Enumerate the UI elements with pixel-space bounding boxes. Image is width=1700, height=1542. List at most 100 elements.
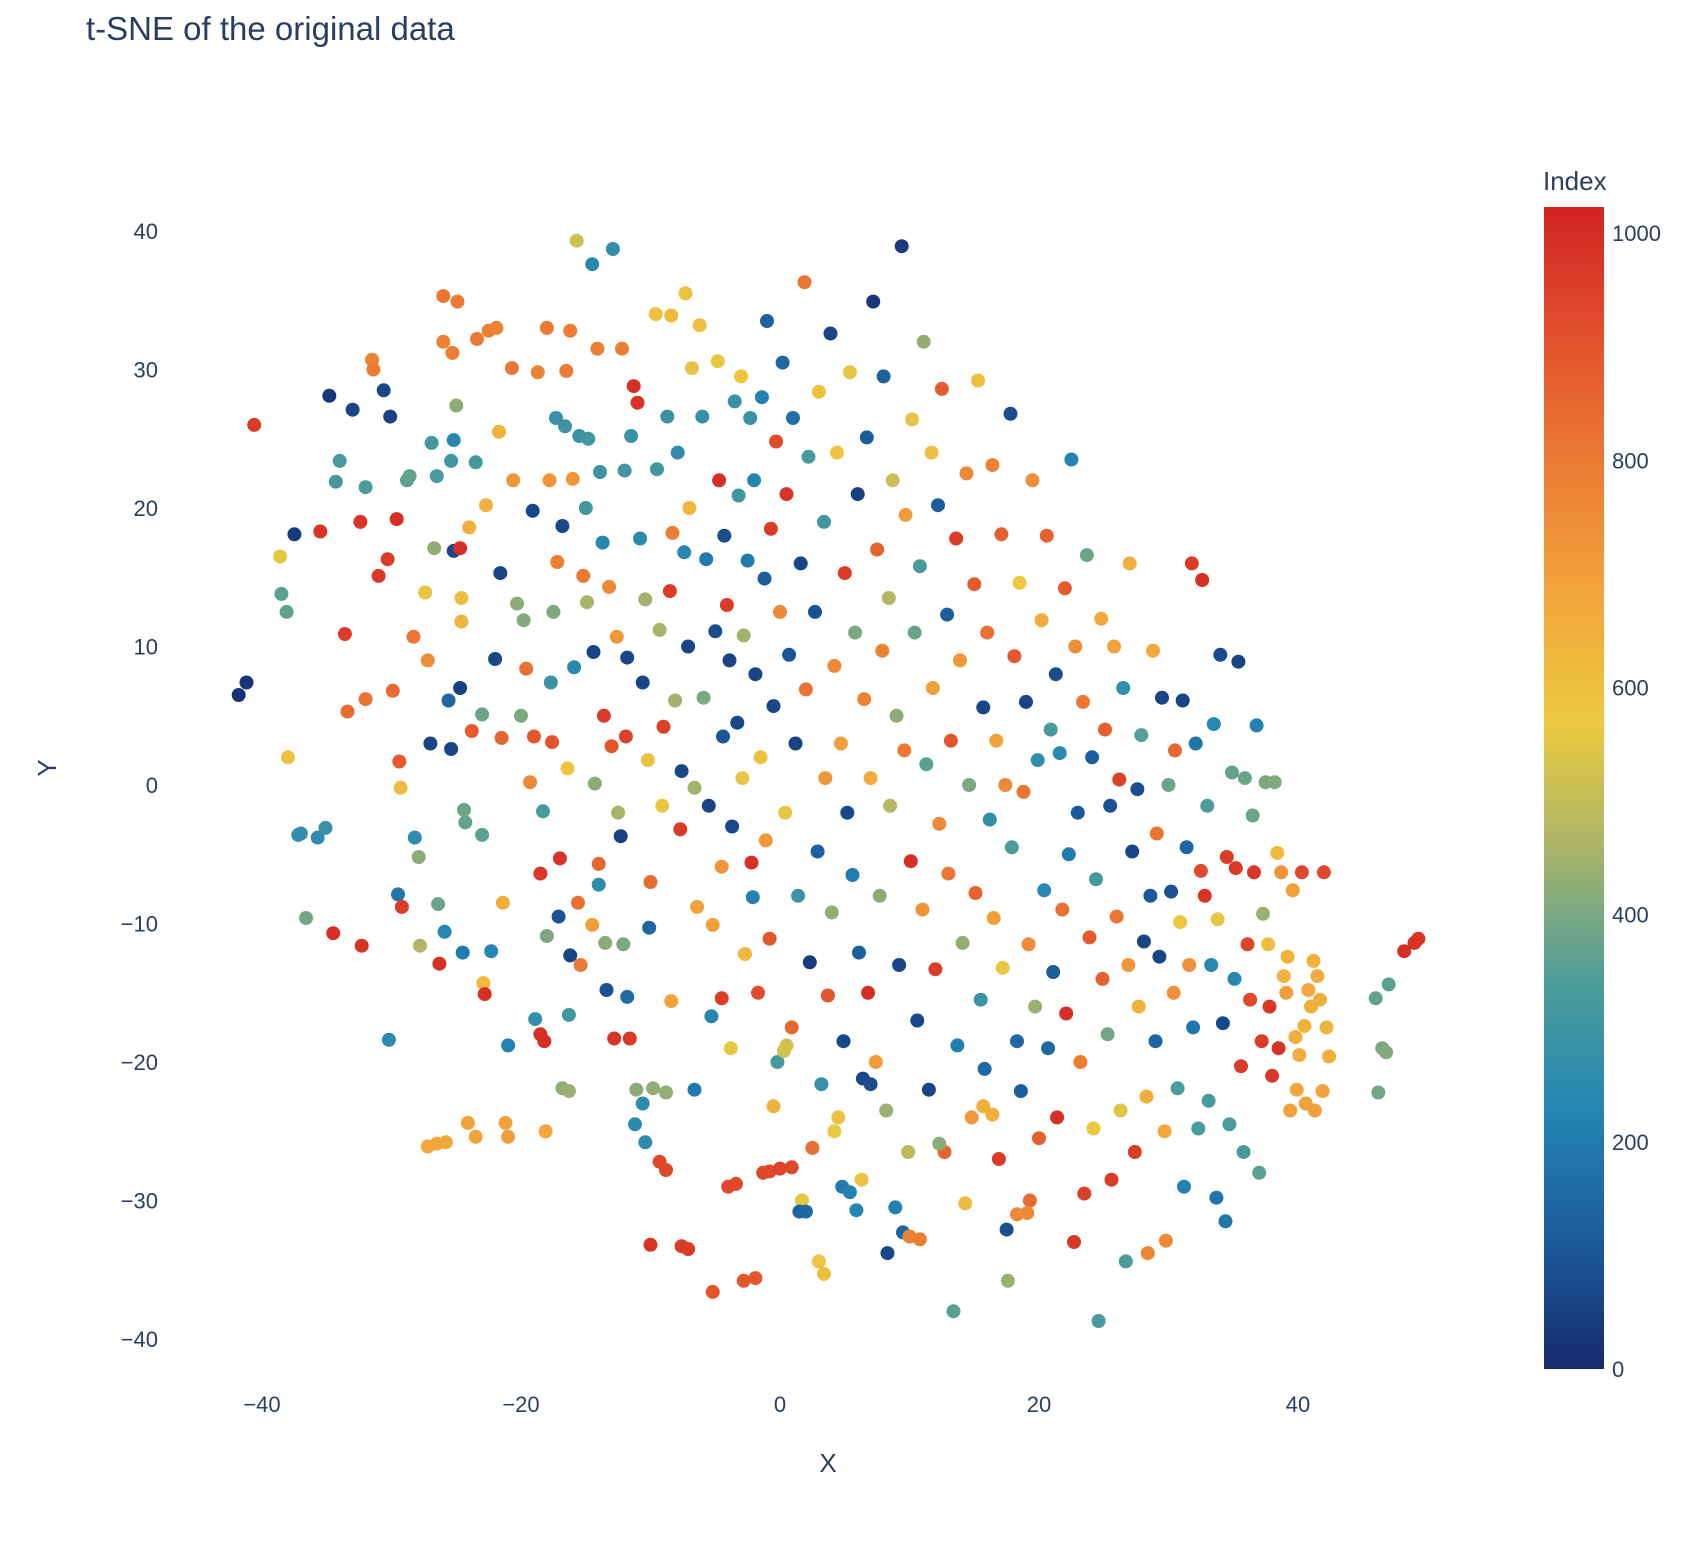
scatter-point[interactable] bbox=[1136, 934, 1151, 949]
scatter-point[interactable] bbox=[894, 239, 909, 254]
scatter-point[interactable] bbox=[280, 750, 295, 765]
scatter-point[interactable] bbox=[959, 466, 974, 481]
scatter-point[interactable] bbox=[453, 541, 468, 556]
scatter-point[interactable] bbox=[620, 650, 635, 665]
scatter-point[interactable] bbox=[1294, 865, 1309, 880]
scatter-point[interactable] bbox=[1140, 1246, 1155, 1261]
scatter-point[interactable] bbox=[457, 802, 471, 817]
scatter-point[interactable] bbox=[1170, 1081, 1185, 1096]
scatter-point[interactable] bbox=[931, 498, 945, 513]
scatter-point[interactable] bbox=[640, 753, 655, 768]
scatter-point[interactable] bbox=[563, 948, 578, 963]
scatter-point[interactable] bbox=[791, 888, 806, 903]
scatter-point[interactable] bbox=[646, 1081, 661, 1096]
scatter-point[interactable] bbox=[868, 1055, 883, 1069]
scatter-point[interactable] bbox=[681, 1242, 696, 1256]
scatter-point[interactable] bbox=[1146, 643, 1160, 658]
scatter-point[interactable] bbox=[626, 379, 641, 394]
scatter-point[interactable] bbox=[866, 294, 881, 309]
scatter-point[interactable] bbox=[1091, 1314, 1106, 1328]
scatter-point[interactable] bbox=[818, 771, 833, 786]
scatter-point[interactable] bbox=[1368, 991, 1383, 1006]
scatter-point[interactable] bbox=[1315, 1084, 1330, 1099]
scatter-point[interactable] bbox=[291, 827, 306, 842]
scatter-point[interactable] bbox=[905, 412, 920, 427]
scatter-point[interactable] bbox=[470, 332, 484, 346]
scatter-point[interactable] bbox=[687, 1082, 702, 1097]
scatter-point[interactable] bbox=[736, 1273, 751, 1288]
scatter-point[interactable] bbox=[345, 402, 360, 417]
scatter-point[interactable] bbox=[523, 775, 538, 790]
scatter-point[interactable] bbox=[555, 519, 570, 533]
scatter-point[interactable] bbox=[617, 463, 632, 478]
scatter-point[interactable] bbox=[678, 286, 693, 301]
scatter-point[interactable] bbox=[1055, 902, 1070, 917]
scatter-point[interactable] bbox=[1059, 1006, 1074, 1021]
scatter-point[interactable] bbox=[784, 1160, 799, 1175]
scatter-point[interactable] bbox=[455, 945, 470, 960]
scatter-point[interactable] bbox=[402, 469, 417, 484]
scatter-point[interactable] bbox=[1261, 937, 1276, 952]
scatter-point[interactable] bbox=[976, 700, 991, 715]
scatter-point[interactable] bbox=[758, 833, 773, 848]
scatter-point[interactable] bbox=[827, 1124, 842, 1139]
scatter-point[interactable] bbox=[1265, 1068, 1280, 1083]
scatter-point[interactable] bbox=[1225, 765, 1239, 780]
scatter-point[interactable] bbox=[941, 866, 956, 881]
scatter-point[interactable] bbox=[1116, 681, 1131, 695]
scatter-point[interactable] bbox=[550, 555, 565, 569]
scatter-point[interactable] bbox=[652, 622, 667, 637]
scatter-point[interactable] bbox=[687, 780, 702, 795]
scatter-point[interactable] bbox=[1280, 949, 1295, 964]
scatter-point[interactable] bbox=[539, 320, 554, 335]
scatter-point[interactable] bbox=[753, 750, 768, 765]
scatter-point[interactable] bbox=[1113, 1103, 1128, 1118]
scatter-point[interactable] bbox=[1219, 850, 1234, 864]
scatter-point[interactable] bbox=[823, 326, 838, 341]
scatter-point[interactable] bbox=[802, 955, 817, 970]
scatter-point[interactable] bbox=[1166, 985, 1181, 1000]
scatter-point[interactable] bbox=[1095, 971, 1110, 986]
scatter-point[interactable] bbox=[738, 947, 752, 961]
scatter-point[interactable] bbox=[986, 911, 1001, 925]
scatter-point[interactable] bbox=[659, 1163, 673, 1177]
scatter-point[interactable] bbox=[484, 944, 499, 959]
scatter-point[interactable] bbox=[662, 584, 677, 599]
scatter-point[interactable] bbox=[1228, 861, 1243, 876]
scatter-point[interactable] bbox=[539, 929, 554, 943]
scatter-point[interactable] bbox=[811, 1254, 826, 1269]
scatter-point[interactable] bbox=[423, 736, 438, 751]
scatter-point[interactable] bbox=[859, 430, 874, 445]
scatter-point[interactable] bbox=[328, 474, 343, 489]
scatter-point[interactable] bbox=[1104, 1172, 1119, 1187]
scatter-point[interactable] bbox=[394, 899, 409, 914]
scatter-point[interactable] bbox=[1037, 883, 1052, 898]
scatter-point[interactable] bbox=[786, 411, 800, 425]
scatter-point[interactable] bbox=[604, 739, 619, 754]
scatter-point[interactable] bbox=[591, 877, 606, 892]
scatter-point[interactable] bbox=[892, 958, 907, 972]
scatter-point[interactable] bbox=[1039, 528, 1054, 543]
scatter-point[interactable] bbox=[1103, 798, 1118, 813]
scatter-point[interactable] bbox=[1397, 944, 1412, 959]
scatter-point[interactable] bbox=[921, 1082, 936, 1097]
scatter-point[interactable] bbox=[745, 890, 760, 905]
scatter-point[interactable] bbox=[1252, 1165, 1267, 1180]
scatter-point[interactable] bbox=[444, 453, 459, 468]
scatter-point[interactable] bbox=[766, 1099, 781, 1114]
scatter-point[interactable] bbox=[1210, 912, 1225, 927]
scatter-point[interactable] bbox=[514, 708, 528, 723]
scatter-point[interactable] bbox=[744, 855, 759, 870]
scatter-point[interactable] bbox=[798, 682, 813, 697]
scatter-point[interactable] bbox=[420, 653, 435, 668]
scatter-point[interactable] bbox=[798, 1204, 813, 1219]
scatter-point[interactable] bbox=[444, 742, 459, 756]
scatter-point[interactable] bbox=[638, 592, 653, 607]
scatter-point[interactable] bbox=[1139, 1089, 1154, 1104]
scatter-point[interactable] bbox=[247, 417, 262, 432]
scatter-point[interactable] bbox=[699, 552, 714, 567]
scatter-point[interactable] bbox=[1012, 575, 1027, 590]
scatter-point[interactable] bbox=[967, 577, 982, 592]
scatter-point[interactable] bbox=[723, 1041, 738, 1056]
scatter-point[interactable] bbox=[581, 431, 596, 446]
